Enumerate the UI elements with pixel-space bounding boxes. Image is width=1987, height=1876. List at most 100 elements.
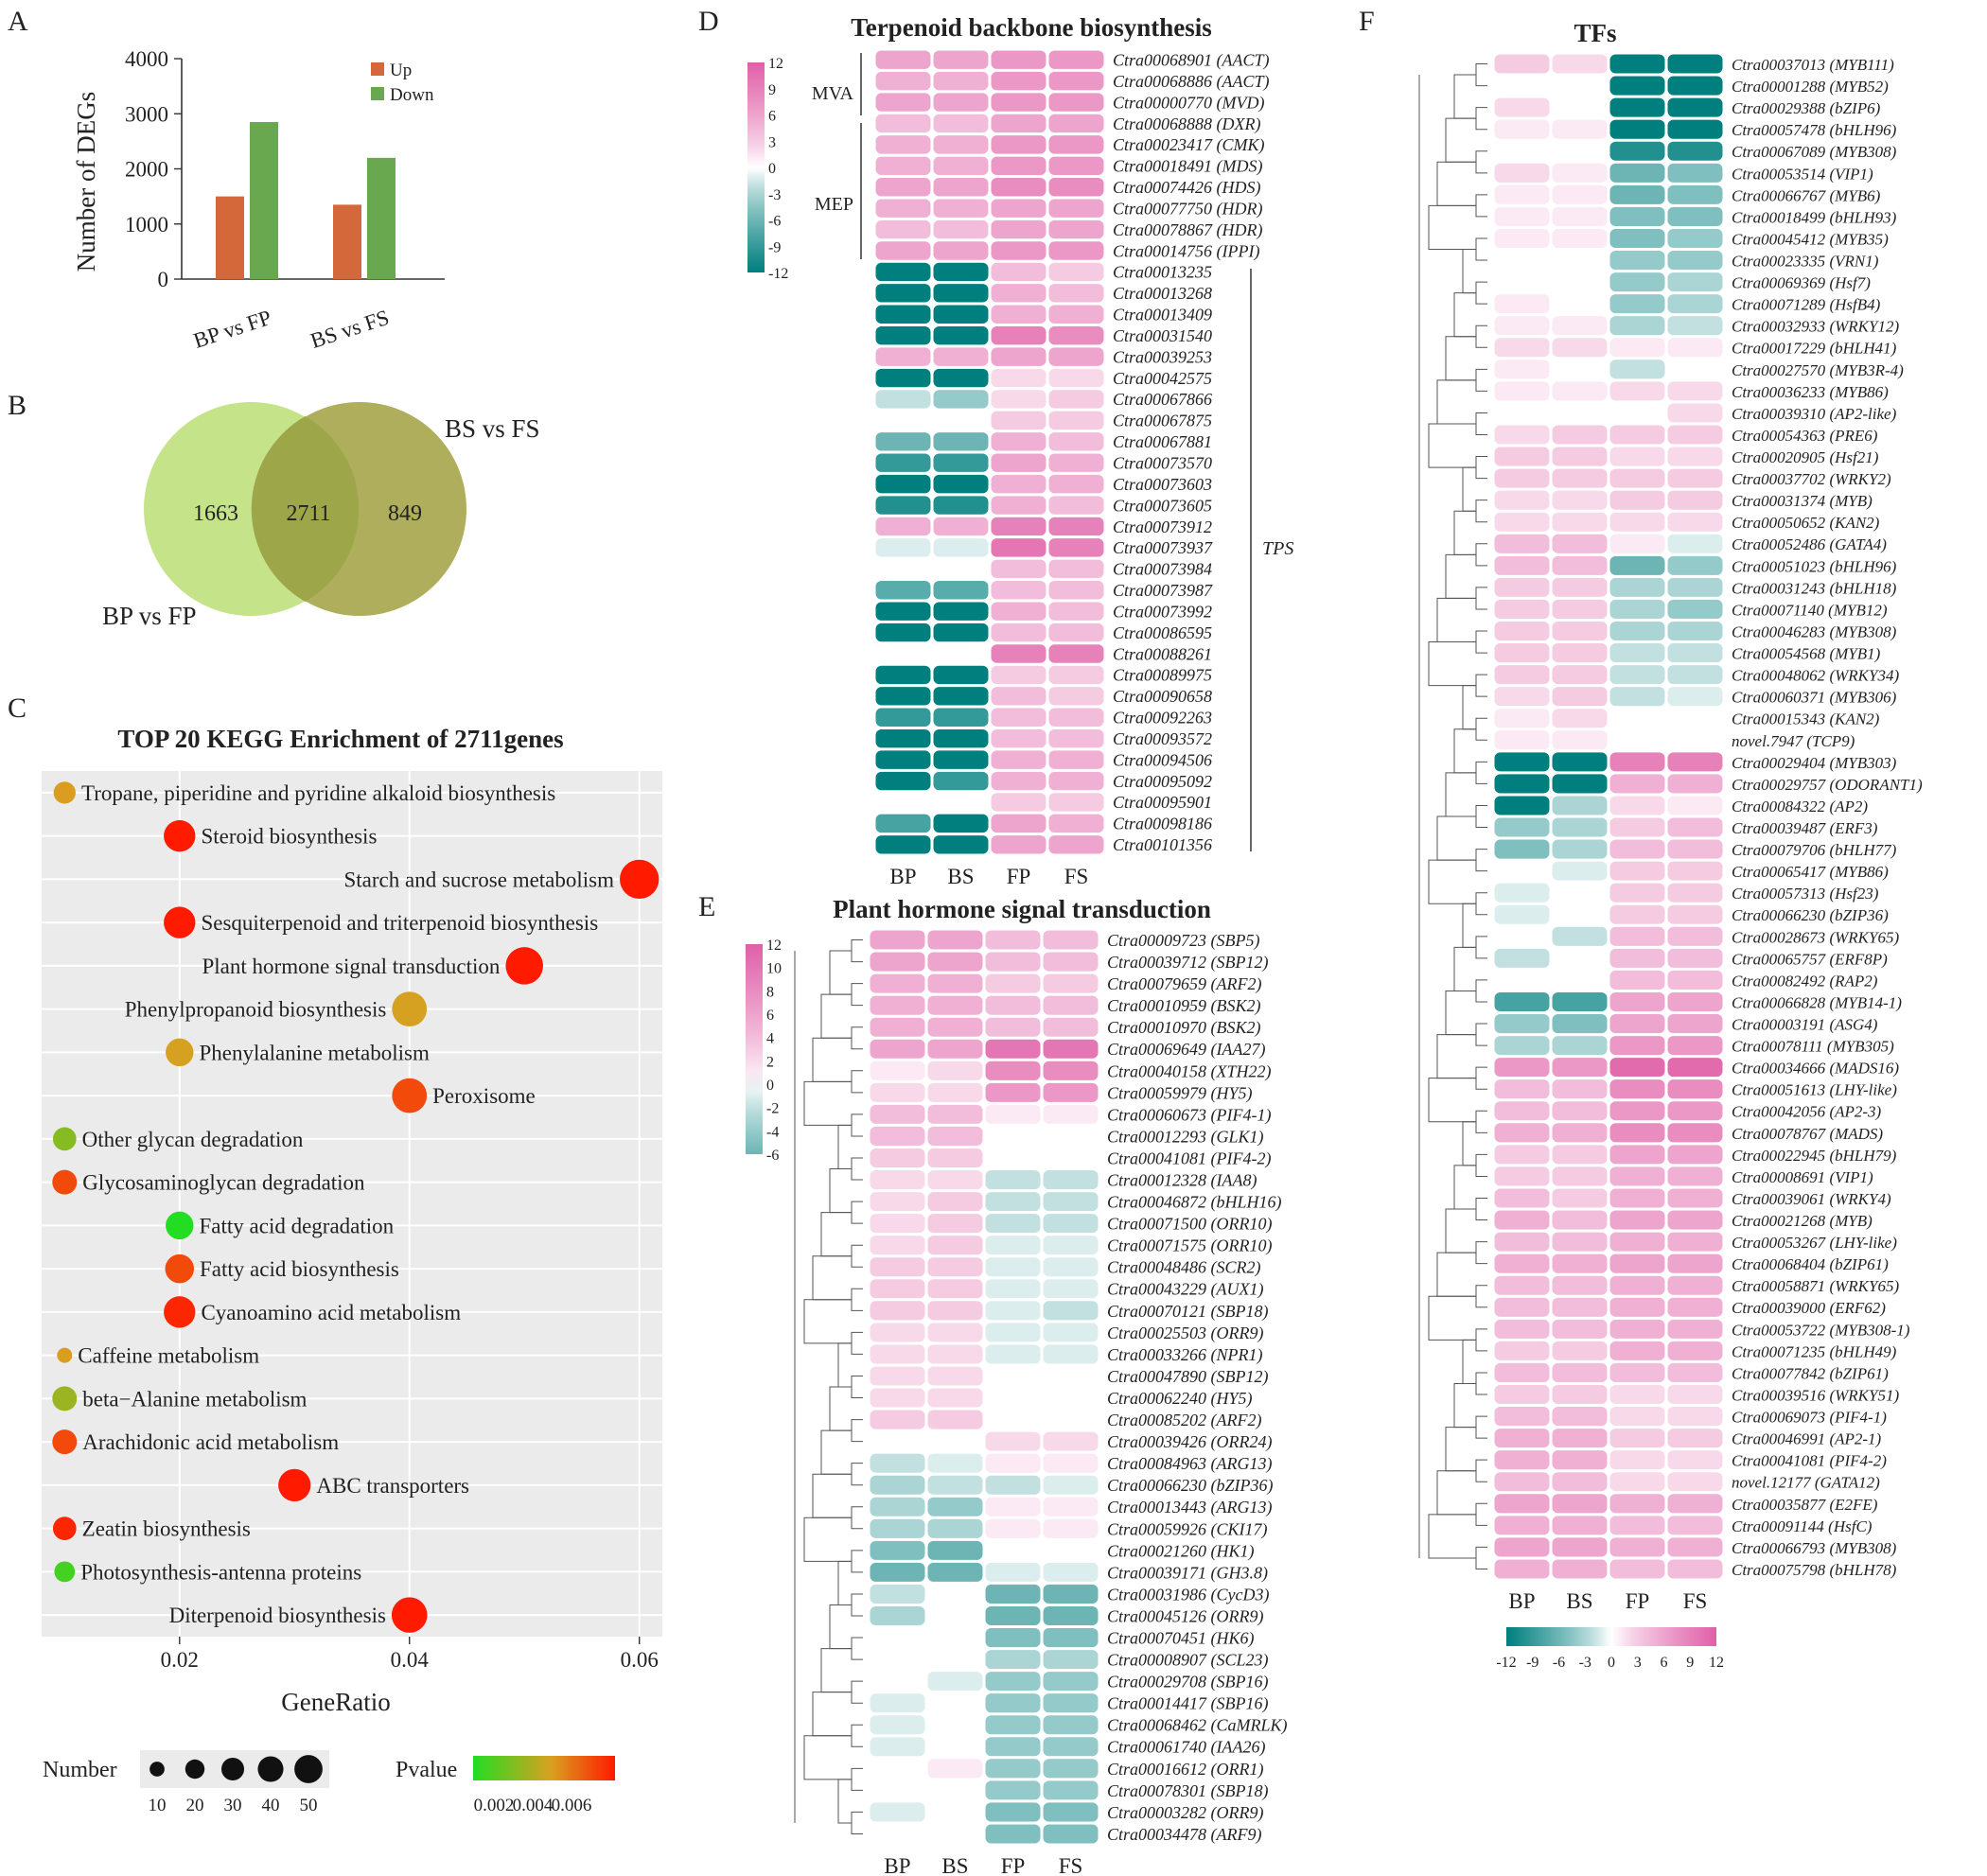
d-row-label: Ctra00073912 [1113,517,1212,536]
e-gene-id: Ctra00039712 [1107,953,1206,972]
d-heat-cell [933,453,989,472]
c-term-label: Steroid biosynthesis [201,825,377,849]
f-gene-id: Ctra00008691 [1732,1168,1825,1186]
e-heat-cell [870,1715,925,1735]
e-dendrogram-branch [803,1080,852,1126]
e-row-label: Ctra00060673 (PIF4-1) [1107,1105,1271,1125]
e-gene-name: (ARG13) [1206,1454,1272,1474]
e-gene-name: (BSK2) [1206,1018,1261,1038]
f-heat-cell [1609,1319,1665,1339]
f-heat-cell [1494,1472,1550,1492]
d-legend-tick: 3 [768,134,776,150]
f-gene-id: Ctra00066767 [1732,186,1827,204]
e-row-label: Ctra00016612 (ORR1) [1107,1760,1264,1780]
f-heat-cell [1609,141,1665,161]
c-size-legend-label: 30 [224,1796,242,1815]
d-column-label: BP [889,865,916,888]
e-heat-cell [870,1214,925,1234]
d-gene-id: Ctra00078867 [1113,220,1213,239]
d-heat-cell [1048,262,1104,282]
e-dendrogram-branch [803,1735,852,1780]
c-size-legend-dot [185,1759,205,1780]
e-row-label: Ctra00034478 (ARF9) [1107,1825,1262,1845]
f-column-label: BP [1508,1589,1535,1613]
f-row-label: Ctra00029757 (ODORANT1) [1732,776,1923,794]
d-heat-cell [1048,156,1104,176]
f-heat-cell [1609,948,1665,968]
e-heat-cell [870,1148,925,1168]
f-gene-id: Ctra00023335 [1732,252,1825,270]
e-heat-cell [1043,1780,1099,1800]
f-heat-cell [1494,665,1550,685]
e-heat-cell [1043,1126,1099,1146]
e-legend-bar [746,944,763,1154]
e-heat-cell [985,1715,1041,1735]
e-gene-name: (SCR2) [1206,1258,1261,1278]
e-gene-name: (XTH22) [1206,1061,1272,1081]
f-heat-cell [1609,643,1665,663]
f-heat-cell [1552,1472,1608,1492]
d-legend-tick: 9 [768,82,776,98]
panel-letter-d: D [698,6,719,37]
f-heat-cell [1552,1407,1608,1427]
c-dot [166,1038,194,1067]
f-row-label: Ctra00017229 (bHLH41) [1732,340,1897,358]
d-heat-cell [991,517,1046,536]
e-heat-cell [870,1410,925,1429]
f-row-label: Ctra00052486 (GATA4) [1732,535,1887,553]
d-gene-id: Ctra00073987 [1113,581,1213,600]
e-gene-id: Ctra00085202 [1107,1411,1206,1429]
panel-e-heatmap: Plant hormone signal transduction Ctra00… [746,895,1288,1876]
f-heat-cell [1552,774,1608,794]
e-heat-cell [870,1824,925,1844]
e-heat-cell [870,1017,925,1037]
e-heat-cell [1043,1628,1099,1648]
f-heat-cell [1494,796,1550,815]
f-gene-name: (MYB308) [1825,622,1896,640]
d-heat-cell [991,622,1046,642]
f-row-label: Ctra00029388 (bZIP6) [1732,99,1881,117]
f-heat-cell [1609,1101,1665,1121]
f-heat-cell [1609,425,1665,445]
d-gene-id: Ctra00077750 [1113,199,1212,218]
f-row-label: Ctra00020905 (Hsf21) [1732,448,1879,466]
d-heat-cell [991,156,1046,176]
d-heat-cell [875,178,931,197]
d-row-label: Ctra00078867 (HDR) [1113,220,1263,240]
e-heat-cell [927,1605,983,1626]
f-heat-cell [1609,1275,1665,1295]
d-heat-cell [991,496,1046,515]
f-row-label: Ctra00039061 (WRKY4) [1732,1190,1891,1208]
e-heat-cell [1043,1214,1099,1234]
f-row-label: Ctra00068404 (bZIP61) [1732,1255,1889,1273]
f-heat-cell [1667,1036,1723,1056]
d-gene-id: Ctra00090658 [1113,687,1212,706]
d-heat-cell [875,199,931,218]
f-row-label: Ctra00039000 (ERF62) [1732,1299,1886,1317]
f-gene-id: Ctra00039000 [1732,1299,1826,1317]
f-heat-cell [1494,468,1550,488]
f-heat-cell [1494,1319,1550,1339]
f-heat-cell [1552,1123,1608,1143]
f-heat-cell [1494,1450,1550,1470]
c-size-legend-dot [220,1757,245,1781]
e-heat-cell [985,1126,1041,1146]
f-heat-cell [1667,228,1723,249]
e-row-label: Ctra00043229 (AUX1) [1107,1280,1264,1300]
f-heat-cell [1609,1123,1665,1143]
f-gene-id: Ctra00060371 [1732,689,1825,707]
e-row-label: Ctra00062240 (HY5) [1107,1389,1253,1409]
f-heat-cell [1494,534,1550,553]
d-heat-cell [1048,622,1104,642]
e-heat-cell [870,1453,925,1473]
d-heat-cell [991,793,1046,812]
e-heat-cell [1043,1039,1099,1059]
f-heat-cell [1552,76,1608,96]
c-term-label: Zeatin biosynthesis [82,1517,251,1541]
d-heat-cell [991,93,1046,112]
d-row-label: Ctra00073605 [1113,496,1212,515]
f-gene-name: (GATA4) [1825,535,1887,553]
e-heat-cell [927,1475,983,1495]
e-heat-cell [1043,995,1099,1015]
